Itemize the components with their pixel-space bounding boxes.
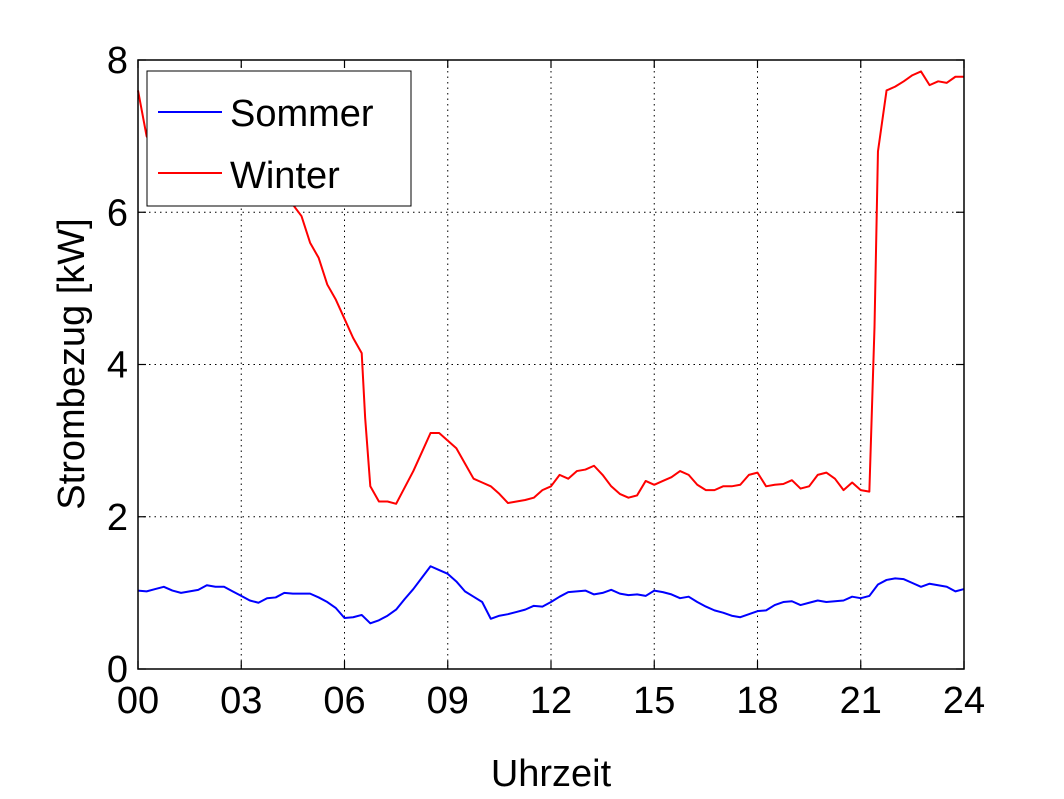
x-tick-label: 00 (117, 680, 159, 722)
x-tick-label: 18 (736, 680, 778, 722)
grid (138, 60, 964, 669)
series-line-winter (137, 70, 964, 505)
x-axis-label: Uhrzeit (491, 753, 612, 795)
x-tick-label: 15 (633, 680, 675, 722)
x-tick-label: 21 (840, 680, 882, 722)
y-tick-label: 8 (107, 40, 128, 82)
series-line-sommer (137, 565, 965, 625)
legend-box (146, 70, 412, 207)
y-tick-label: 0 (107, 649, 128, 691)
x-tick-label: 06 (323, 680, 365, 722)
y-tick-label: 4 (107, 345, 128, 387)
x-tick-label: 24 (943, 680, 985, 722)
y-tick-label: 6 (107, 192, 128, 234)
y-tick-label: 2 (107, 497, 128, 539)
x-tick-label: 03 (220, 680, 262, 722)
legend-label-winter: Winter (230, 155, 340, 197)
legend-label-sommer: Sommer (230, 93, 374, 135)
x-tick-label: 12 (530, 680, 572, 722)
x-tick-label: 09 (427, 680, 469, 722)
tick-marks (137, 59, 965, 670)
series-group (137, 70, 965, 625)
y-axis-label: Strombezug [kW] (51, 218, 93, 509)
legend: Sommer Winter (146, 70, 412, 207)
